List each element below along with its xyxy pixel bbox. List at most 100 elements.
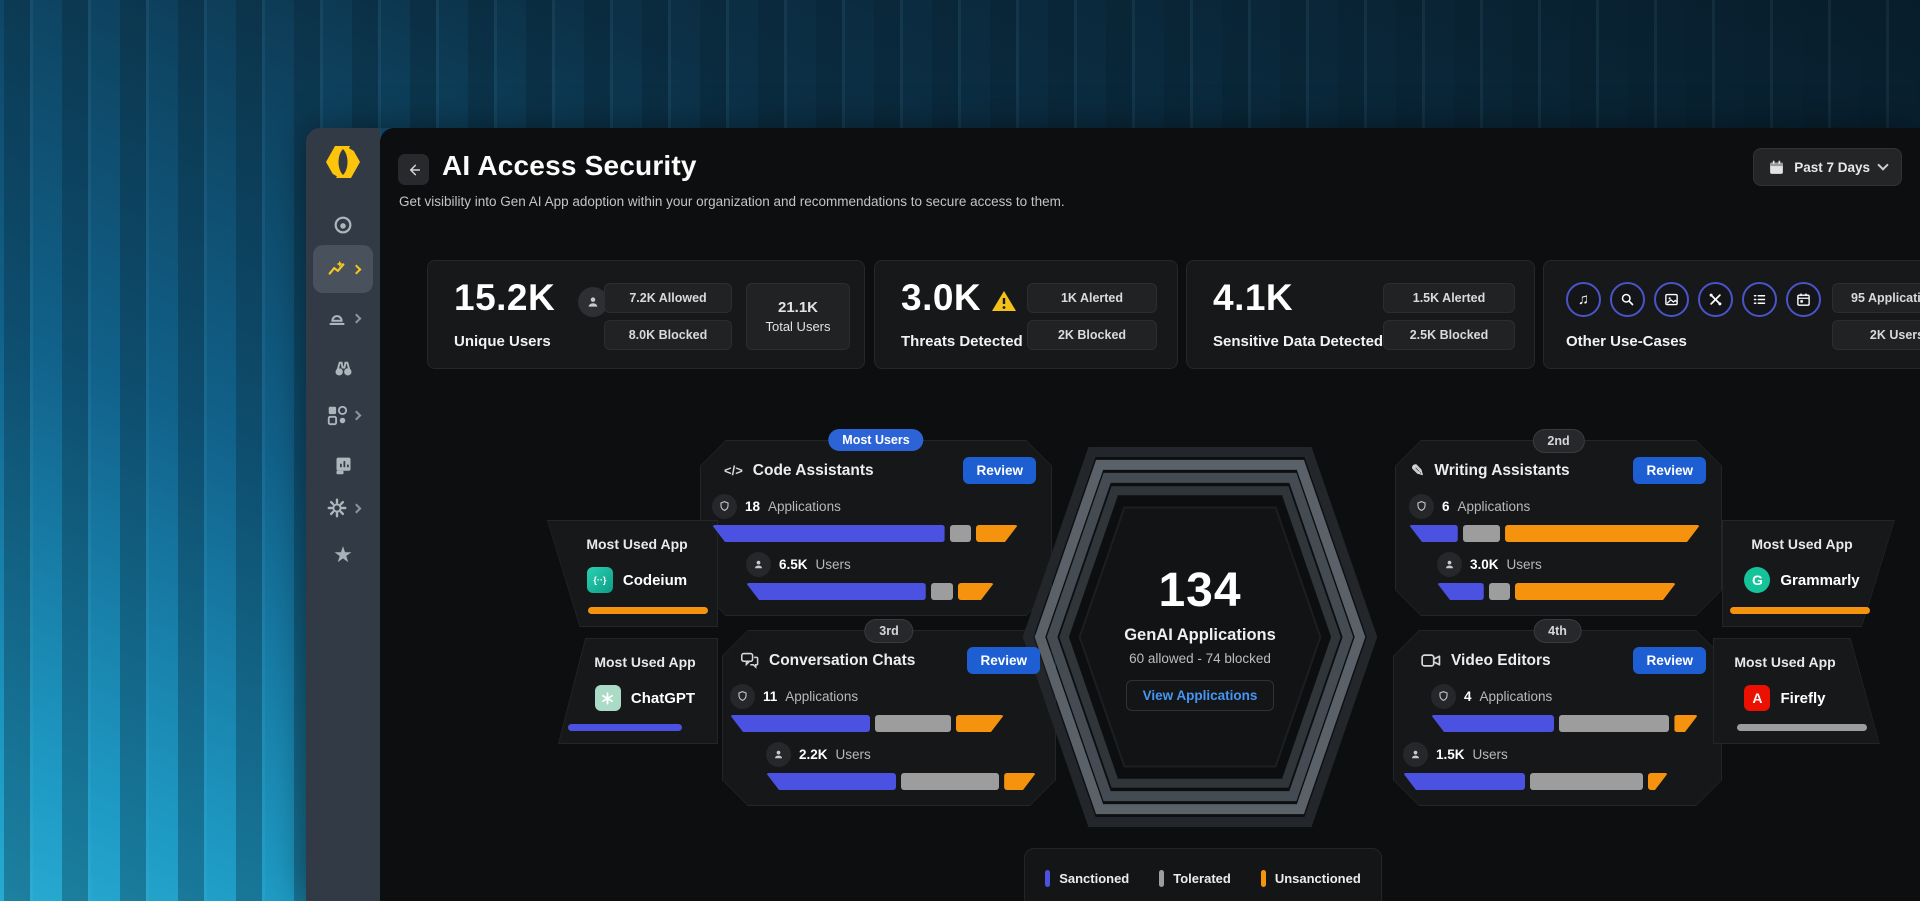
review-button[interactable]: Review [1633, 647, 1706, 674]
sanctioned-segment [766, 773, 896, 790]
code-icon: </> [724, 463, 743, 478]
user-icon [1403, 742, 1428, 767]
rank-badge: Most Users [828, 429, 924, 451]
unsanctioned-swatch [1260, 869, 1266, 887]
sidebar-item-dashboard[interactable] [306, 205, 380, 245]
users-count: 2.2K [799, 747, 828, 762]
shield-icon [1409, 494, 1434, 519]
rank-badge: 2nd [1532, 429, 1585, 453]
other-use-cases-label: Other Use-Cases [1566, 333, 1687, 350]
binoculars-icon [335, 361, 351, 375]
chevron-right-icon [351, 264, 362, 274]
app-window: ★ AI Access Security Get visibility into… [306, 128, 1920, 901]
alerted-chip: 1.5K Alerted [1383, 283, 1515, 313]
category-card-video-editors: 4th Video Editors Review 4 Applications [1393, 619, 1722, 806]
sensitive-data-value: 4.1K [1213, 277, 1294, 318]
apps-label: Applications [785, 689, 859, 704]
sidebar-active-highlight [313, 245, 373, 293]
sidebar-item-ai-access-active[interactable] [306, 249, 380, 289]
chevron-right-icon [351, 410, 362, 420]
sidebar-item-investigate[interactable] [306, 348, 380, 388]
apps-count: 4 [1464, 689, 1472, 704]
sidebar-item-alerts[interactable] [306, 298, 380, 338]
tolerated-segment [1488, 583, 1510, 600]
sanctioned-segment [1409, 525, 1458, 542]
rank-badge: 3rd [864, 619, 914, 643]
users-chip: 2K Users [1832, 320, 1920, 350]
app-name: Firefly [1780, 689, 1826, 707]
users-label: Users [1506, 557, 1542, 572]
legend-label: Unsanctioned [1274, 870, 1361, 886]
users-label: Users [815, 557, 851, 572]
palo-alto-networks-logo [326, 142, 360, 182]
chevron-right-icon [351, 313, 362, 323]
codeium-underline [588, 607, 708, 614]
sensitive-data-label: Sensitive Data Detected [1213, 333, 1384, 350]
user-icon [578, 287, 608, 317]
review-button[interactable]: Review [1633, 457, 1706, 484]
unsanctioned-segment [1648, 773, 1668, 790]
tolerated-segment [1530, 773, 1643, 790]
tolerated-segment [949, 525, 971, 542]
users-bar [1403, 773, 1668, 790]
view-applications-button[interactable]: View Applications [1125, 680, 1275, 711]
total-users-label: Total Users [765, 319, 831, 334]
alerted-chip: 1K Alerted [1027, 283, 1157, 313]
apps-count: 18 [745, 499, 761, 514]
tolerated-segment [901, 773, 1000, 790]
unique-users-label: Unique Users [454, 333, 551, 350]
back-button[interactable] [398, 154, 429, 185]
apps-count: 11 [763, 689, 778, 704]
legend-item-tolerated: Tolerated [1159, 869, 1231, 887]
chatgpt-icon [594, 685, 621, 711]
category-title: Video Editors [1451, 651, 1551, 669]
review-button[interactable]: Review [967, 647, 1040, 674]
category-card-conversation-chats: 3rd Conversation Chats Review 11 Applica… [722, 619, 1056, 806]
users-bar [1437, 583, 1676, 600]
review-button[interactable]: Review [963, 457, 1036, 484]
most-used-app-panel-chatgpt: Most Used App ChatGPT [558, 638, 718, 744]
apps-label: Applications [768, 499, 841, 514]
users-label: Users [1472, 747, 1508, 762]
sidebar-item-settings[interactable] [306, 488, 380, 528]
legend-label: Sanctioned [1059, 870, 1130, 886]
chat-icon [740, 652, 759, 669]
list-icon [1742, 282, 1777, 317]
tolerated-segment [930, 583, 953, 600]
most-used-app-panel-firefly: Most Used App A Firefly [1713, 638, 1885, 744]
user-icon [766, 742, 791, 767]
target-icon [334, 216, 352, 234]
calendar-icon [1770, 160, 1784, 174]
chatgpt-underline [568, 724, 682, 731]
grammarly-icon: G [1744, 567, 1771, 593]
sanctioned-segment [712, 525, 945, 542]
apps-label: Applications [1457, 499, 1531, 514]
tolerated-swatch [1159, 869, 1165, 887]
users-count: 1.5K [1436, 747, 1465, 762]
unsanctioned-segment [1515, 583, 1676, 600]
sidebar-item-favorites[interactable]: ★ [306, 535, 380, 575]
sidebar-item-reports[interactable] [306, 445, 380, 485]
calendar-icon [1786, 282, 1821, 317]
unsanctioned-segment [1505, 525, 1700, 542]
category-card-code-assistants: Most Users </> Code Assistants Review 18… [700, 429, 1052, 616]
apps-bar [1409, 525, 1700, 542]
tolerated-segment [1559, 715, 1670, 732]
tolerated-segment [875, 715, 951, 732]
ai-activity-icon [328, 260, 345, 275]
rank-badge: 4th [1533, 619, 1582, 643]
main-panel: AI Access Security Get visibility into G… [380, 128, 1920, 901]
sidebar-item-workflows[interactable] [306, 395, 380, 435]
image-icon [1654, 282, 1689, 317]
date-range-dropdown[interactable]: Past 7 Days [1753, 148, 1902, 186]
most-used-app-label: Most Used App [1734, 654, 1836, 670]
shield-icon [730, 684, 755, 709]
threats-value: 3.0K [901, 277, 982, 318]
allowed-blocked-summary: 60 allowed - 74 blocked [1129, 651, 1271, 666]
sanctioned-segment [1403, 773, 1526, 790]
applications-chip: 95 Applications [1832, 283, 1920, 313]
users-label: Users [835, 747, 871, 762]
allowed-chip: 7.2K Allowed [604, 283, 732, 313]
apps-count: 6 [1442, 499, 1450, 514]
video-camera-icon [1421, 653, 1441, 668]
